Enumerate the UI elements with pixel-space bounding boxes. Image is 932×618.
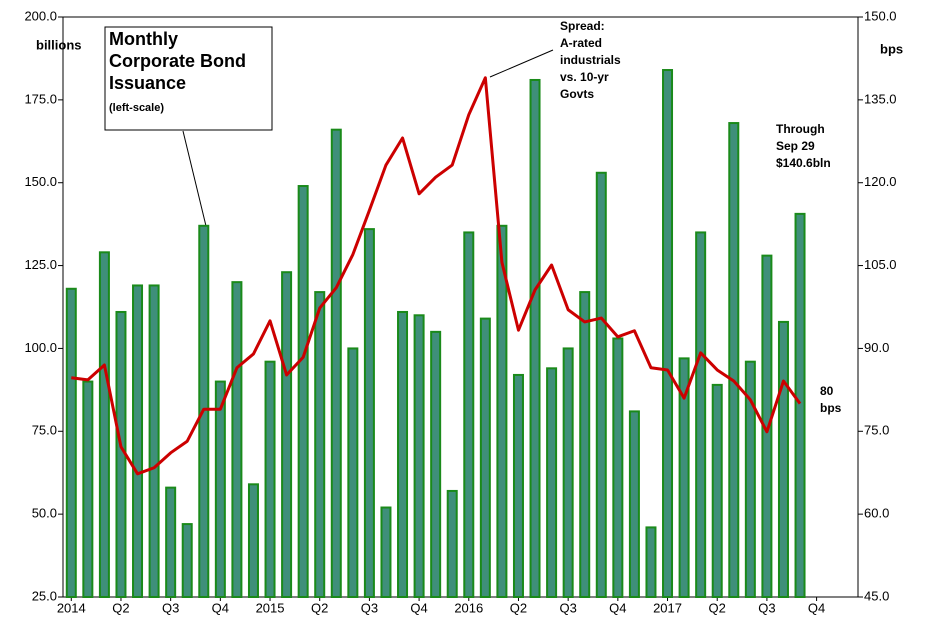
y-tick-label: 125.0 [24, 257, 57, 272]
y-tick-label: 175.0 [24, 91, 57, 106]
y2-tick-label: 135.0 [864, 91, 897, 106]
bar [645, 526, 657, 599]
x-tick-label: Q3 [559, 600, 576, 615]
annotation: bps [820, 401, 842, 415]
bar [678, 357, 690, 598]
y-tick-label: 100.0 [24, 340, 57, 355]
spread-line [71, 76, 802, 476]
y2-tick-label: 90.0 [864, 340, 889, 355]
bar [579, 291, 591, 598]
bar [512, 373, 524, 599]
annotation: Through [776, 122, 825, 136]
y2-tick-label: 120.0 [864, 174, 897, 189]
bar [98, 251, 110, 598]
bar [380, 506, 392, 598]
bar [413, 314, 425, 598]
annotation: $140.6bln [776, 156, 831, 170]
bar [148, 284, 160, 598]
x-tick-label: Q2 [311, 600, 328, 615]
bar [397, 310, 409, 598]
bar [247, 483, 259, 599]
bar [82, 380, 94, 599]
bar [662, 69, 674, 599]
x-tick-label: Q4 [808, 600, 825, 615]
x-tick-label: 2015 [256, 600, 285, 615]
leader-line [489, 49, 554, 78]
annotation-box [104, 26, 273, 131]
plot-frame [62, 16, 859, 598]
bar [430, 330, 442, 598]
annotation: Govts [560, 87, 594, 101]
annotation: vs. 10-yr [560, 70, 609, 84]
y2-tick-label: 75.0 [864, 423, 889, 438]
bar [777, 320, 789, 598]
bar [165, 486, 177, 598]
bar [628, 410, 640, 598]
y2-axis-label: bps [880, 41, 903, 56]
annotation: Spread: [560, 19, 605, 33]
x-tick-label: 2017 [653, 600, 682, 615]
bar [595, 171, 607, 598]
bar [744, 360, 756, 598]
y2-tick-label: 60.0 [864, 506, 889, 521]
y2-tick-label: 45.0 [864, 588, 889, 603]
x-tick-label: Q2 [112, 600, 129, 615]
bar [214, 380, 226, 599]
annotation: A-rated [560, 36, 602, 50]
x-tick-label: Q4 [212, 600, 229, 615]
y-tick-label: 200.0 [24, 8, 57, 23]
y-axis-label: billions [36, 37, 82, 52]
bar [281, 271, 293, 598]
annotation: industrials [560, 53, 621, 67]
bar [330, 128, 342, 599]
y-tick-label: 50.0 [32, 506, 57, 521]
bar [65, 287, 77, 598]
bar [794, 212, 806, 599]
x-tick-label: Q3 [361, 600, 378, 615]
x-tick-label: 2014 [57, 600, 86, 615]
bar [446, 489, 458, 599]
annotation: Corporate Bond [109, 51, 246, 71]
y2-tick-label: 150.0 [864, 8, 897, 23]
bar [479, 317, 491, 598]
bar [562, 347, 574, 598]
annotation: Sep 29 [776, 139, 815, 153]
x-tick-label: Q3 [758, 600, 775, 615]
x-tick-label: 2016 [454, 600, 483, 615]
bar [728, 122, 740, 599]
bar [181, 523, 193, 598]
y2-tick-label: 105.0 [864, 257, 897, 272]
x-tick-label: Q2 [709, 600, 726, 615]
y-tick-label: 25.0 [32, 588, 57, 603]
x-tick-label: Q4 [609, 600, 626, 615]
bar [695, 231, 707, 599]
leader-line [182, 130, 207, 227]
bar [496, 224, 508, 599]
annotation: Issuance [109, 73, 186, 93]
bar [711, 383, 723, 598]
bar [463, 231, 475, 599]
annotation: Monthly [109, 29, 178, 49]
bar [231, 281, 243, 598]
bar [132, 284, 144, 598]
bar [363, 228, 375, 598]
bar [612, 337, 624, 598]
bar [347, 347, 359, 598]
annotation: 80 [820, 384, 834, 398]
x-tick-label: Q3 [162, 600, 179, 615]
bar [264, 360, 276, 598]
bar [529, 78, 541, 598]
x-tick-label: Q4 [410, 600, 427, 615]
annotation: (left-scale) [109, 102, 164, 114]
bar [314, 291, 326, 598]
x-tick-label: Q2 [510, 600, 527, 615]
bar [546, 367, 558, 599]
y-tick-label: 75.0 [32, 423, 57, 438]
bar [297, 185, 309, 598]
y-tick-label: 150.0 [24, 174, 57, 189]
